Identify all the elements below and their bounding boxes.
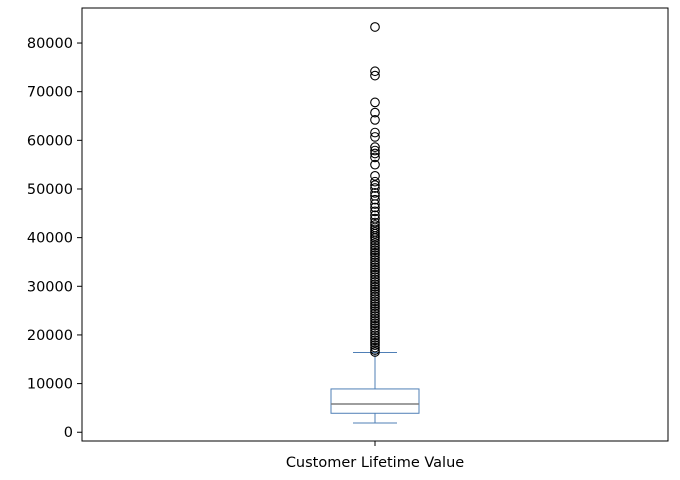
outlier-point bbox=[370, 142, 380, 152]
outlier-point bbox=[370, 306, 380, 316]
outlier-point bbox=[370, 257, 380, 268]
outlier-point bbox=[370, 97, 380, 108]
outlier-point bbox=[370, 183, 380, 193]
outlier-point bbox=[370, 188, 380, 198]
outlier-point bbox=[370, 289, 380, 299]
outlier-point bbox=[370, 115, 380, 125]
outlier-point bbox=[370, 335, 380, 346]
y-tick-label: 20000 bbox=[27, 328, 73, 344]
outlier-point bbox=[370, 22, 380, 32]
outlier-point bbox=[370, 152, 380, 163]
outlier-point bbox=[370, 206, 380, 217]
y-tick-label: 0 bbox=[64, 425, 73, 441]
outlier-point bbox=[370, 107, 380, 118]
outlier-point bbox=[370, 286, 380, 297]
outlier-point bbox=[370, 311, 380, 321]
y-tick-label: 40000 bbox=[27, 231, 73, 247]
x-axis: Customer Lifetime Value bbox=[286, 441, 464, 471]
outlier-group bbox=[370, 22, 380, 357]
outlier-point bbox=[370, 337, 380, 348]
outlier-point bbox=[370, 279, 380, 290]
outlier-point bbox=[370, 233, 380, 243]
outlier-point bbox=[370, 325, 380, 336]
outlier-point bbox=[370, 301, 380, 312]
y-tick-label: 30000 bbox=[27, 279, 73, 295]
outlier-point bbox=[370, 180, 380, 190]
outlier-point bbox=[370, 315, 380, 326]
y-tick-label: 10000 bbox=[27, 377, 73, 393]
outlier-point bbox=[370, 269, 380, 280]
outlier-point bbox=[370, 247, 380, 258]
outlier-point bbox=[370, 284, 380, 295]
outlier-point bbox=[370, 272, 380, 282]
outlier-point bbox=[370, 313, 380, 324]
y-tick-label: 50000 bbox=[27, 182, 73, 198]
outlier-point bbox=[370, 176, 380, 187]
outlier-point bbox=[370, 217, 380, 228]
outlier-point bbox=[370, 291, 380, 302]
outlier-point bbox=[370, 66, 380, 77]
outlier-point bbox=[370, 347, 380, 357]
outlier-point bbox=[370, 274, 380, 285]
outlier-point bbox=[370, 323, 380, 333]
outlier-point bbox=[370, 303, 380, 314]
outlier-point bbox=[370, 267, 380, 278]
outlier-point bbox=[370, 262, 380, 273]
outlier-point bbox=[370, 235, 380, 246]
outlier-point bbox=[370, 148, 380, 159]
y-tick-label: 70000 bbox=[27, 85, 73, 101]
outlier-point bbox=[370, 318, 380, 329]
outlier-point bbox=[370, 70, 380, 81]
outlier-point bbox=[370, 170, 380, 181]
outlier-point bbox=[370, 277, 380, 287]
outlier-point bbox=[370, 294, 380, 304]
outlier-point bbox=[370, 342, 380, 353]
outlier-point bbox=[370, 298, 380, 309]
outlier-point bbox=[370, 252, 380, 263]
outlier-point bbox=[370, 228, 380, 239]
box-group bbox=[330, 351, 420, 424]
outlier-point bbox=[370, 281, 380, 292]
outlier-point bbox=[370, 132, 380, 142]
outlier-point bbox=[370, 194, 380, 205]
x-tick-label: Customer Lifetime Value bbox=[286, 455, 464, 471]
outlier-point bbox=[370, 240, 380, 251]
outlier-point bbox=[370, 202, 380, 213]
outlier-point bbox=[370, 308, 380, 319]
outlier-point bbox=[370, 199, 380, 209]
y-tick-label: 80000 bbox=[27, 36, 73, 52]
outlier-point bbox=[370, 210, 380, 221]
outlier-point bbox=[370, 260, 380, 270]
outlier-point bbox=[370, 333, 380, 343]
outlier-point bbox=[370, 159, 380, 170]
outlier-point bbox=[370, 245, 380, 256]
outlier-point bbox=[370, 264, 380, 275]
y-tick-label: 60000 bbox=[27, 133, 73, 149]
outlier-point bbox=[370, 243, 380, 253]
outlier-point bbox=[370, 250, 380, 261]
y-axis: 0 10000 20000 30000 40000 50000 60000 70000 8000… bbox=[27, 36, 82, 441]
iqr-box bbox=[330, 388, 420, 414]
outlier-point bbox=[370, 340, 380, 351]
outlier-point bbox=[370, 320, 380, 331]
outlier-point bbox=[370, 330, 380, 341]
outlier-point bbox=[370, 328, 380, 338]
outlier-point bbox=[370, 145, 380, 156]
outlier-point bbox=[370, 238, 380, 248]
outlier-point bbox=[370, 127, 380, 138]
outlier-point bbox=[370, 255, 380, 265]
outlier-point bbox=[370, 296, 380, 307]
